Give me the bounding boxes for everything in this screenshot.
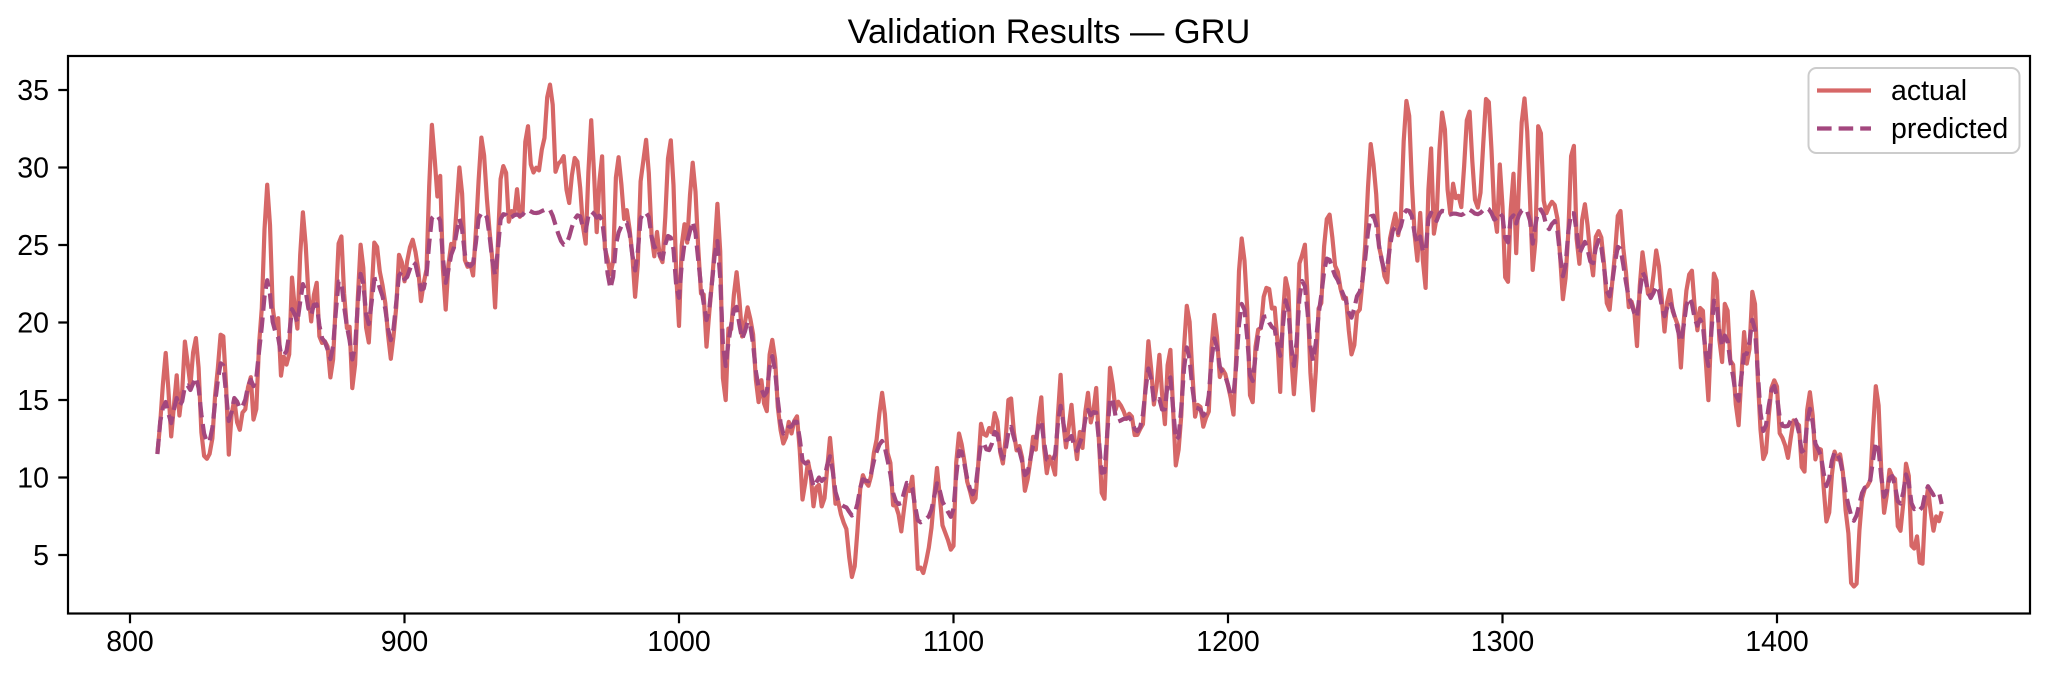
svg-text:900: 900 — [381, 626, 429, 658]
svg-text:30: 30 — [17, 153, 49, 185]
svg-text:1300: 1300 — [1471, 626, 1534, 658]
svg-text:1000: 1000 — [647, 626, 710, 658]
svg-text:25: 25 — [17, 230, 49, 262]
svg-text:15: 15 — [17, 385, 49, 417]
svg-text:1200: 1200 — [1196, 626, 1259, 658]
svg-text:5: 5 — [33, 540, 49, 572]
svg-text:actual: actual — [1891, 75, 1967, 107]
svg-text:10: 10 — [17, 463, 49, 495]
svg-text:800: 800 — [106, 626, 154, 658]
svg-text:1400: 1400 — [1745, 626, 1808, 658]
svg-text:predicted: predicted — [1891, 113, 2008, 145]
svg-text:35: 35 — [17, 75, 49, 107]
svg-text:Validation Results — GRU: Validation Results — GRU — [848, 13, 1251, 51]
svg-text:20: 20 — [17, 308, 49, 340]
svg-text:1100: 1100 — [923, 626, 984, 658]
